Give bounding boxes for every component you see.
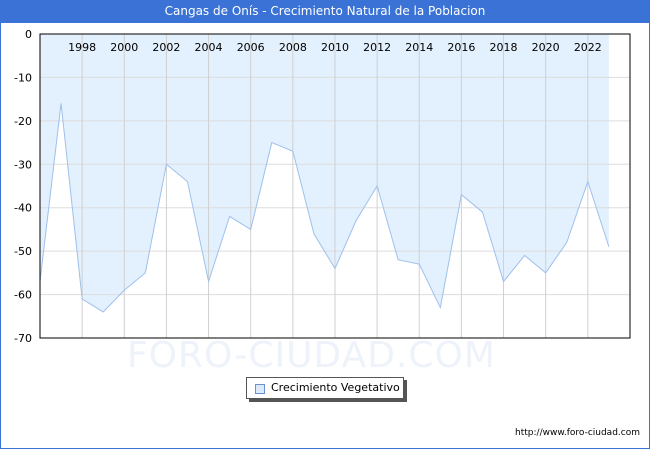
data-line: [39, 103, 610, 313]
y-tick-label: -10: [14, 71, 32, 84]
legend: Crecimiento Vegetativo: [246, 377, 404, 399]
x-tick-label: 2014: [405, 41, 433, 54]
y-tick-label: -70: [14, 332, 32, 345]
x-tick-label: 2016: [447, 41, 475, 54]
y-tick-label: -30: [14, 158, 32, 171]
y-tick-label: -60: [14, 289, 32, 302]
x-tick-label: 1998: [68, 41, 96, 54]
y-tick-label: -40: [14, 202, 32, 215]
legend-swatch-icon: [255, 384, 265, 394]
plot-border: [39, 33, 631, 339]
x-tick-label: 2020: [532, 41, 560, 54]
source-url: http://www.foro-ciudad.com: [515, 428, 640, 438]
x-tick-label: 2012: [363, 41, 391, 54]
x-tick-label: 2002: [152, 41, 180, 54]
chart-title: Cangas de Onís - Crecimiento Natural de …: [0, 0, 650, 23]
x-tick-label: 2004: [195, 41, 223, 54]
x-tick-label: 2008: [279, 41, 307, 54]
watermark: FORO-CIUDAD.COM: [127, 335, 496, 376]
y-tick-label: -20: [14, 115, 32, 128]
y-tick-label: -50: [14, 245, 32, 258]
x-tick-label: 2000: [110, 41, 138, 54]
legend-label: Crecimiento Vegetativo: [271, 381, 400, 394]
y-tick-label: 0: [25, 28, 32, 41]
area-fill: [40, 34, 609, 312]
x-tick-label: 2010: [321, 41, 349, 54]
x-tick-label: 2022: [574, 41, 602, 54]
x-tick-label: 2018: [490, 41, 518, 54]
x-tick-label: 2006: [237, 41, 265, 54]
